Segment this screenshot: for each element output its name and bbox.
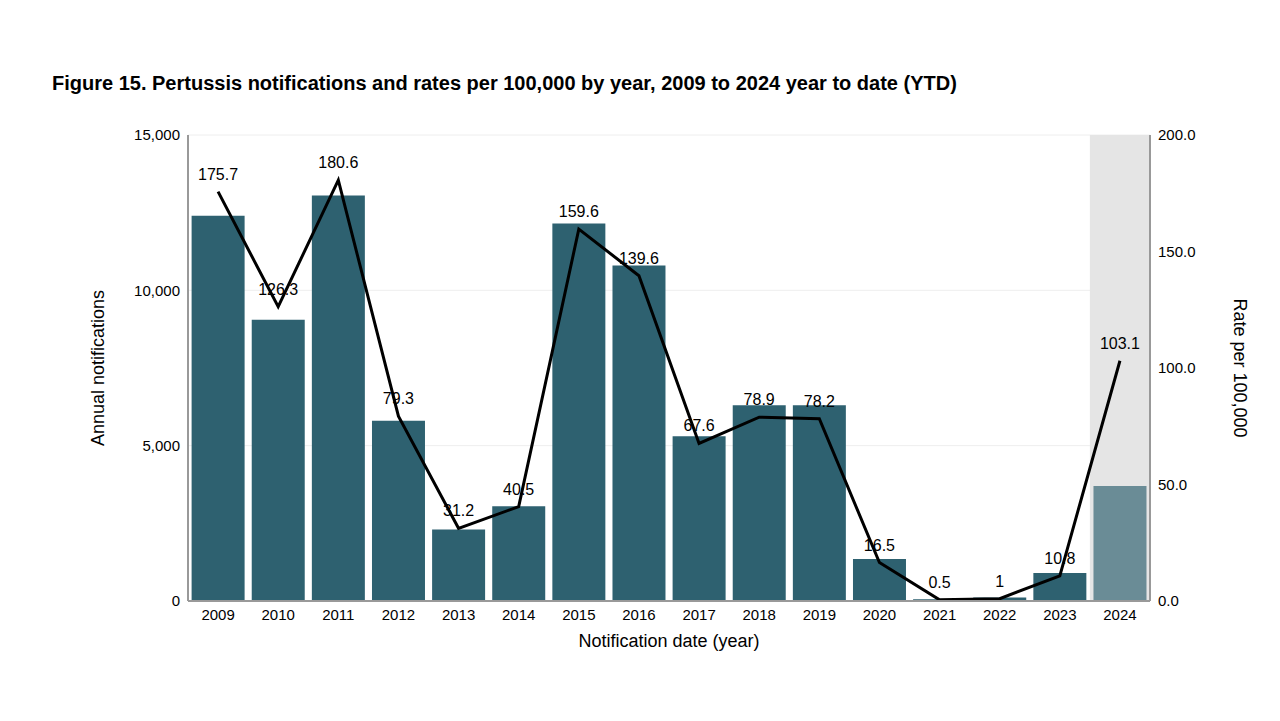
svg-text:10.8: 10.8 bbox=[1044, 550, 1075, 567]
svg-text:78.9: 78.9 bbox=[744, 391, 775, 408]
svg-text:0.0: 0.0 bbox=[1158, 592, 1179, 609]
svg-text:2020: 2020 bbox=[863, 606, 896, 623]
svg-text:2010: 2010 bbox=[262, 606, 295, 623]
svg-text:Annual notifications: Annual notifications bbox=[88, 290, 108, 446]
svg-text:5,000: 5,000 bbox=[142, 437, 180, 454]
svg-text:78.2: 78.2 bbox=[804, 393, 835, 410]
svg-text:50.0: 50.0 bbox=[1158, 476, 1187, 493]
svg-text:175.7: 175.7 bbox=[198, 166, 238, 183]
svg-text:2015: 2015 bbox=[562, 606, 595, 623]
svg-text:16.5: 16.5 bbox=[864, 537, 895, 554]
svg-text:2011: 2011 bbox=[322, 606, 354, 623]
svg-text:2018: 2018 bbox=[743, 606, 776, 623]
svg-text:Rate per 100,000: Rate per 100,000 bbox=[1230, 298, 1250, 437]
svg-text:126.3: 126.3 bbox=[258, 281, 298, 298]
svg-text:2019: 2019 bbox=[803, 606, 836, 623]
svg-text:1: 1 bbox=[995, 573, 1004, 590]
svg-text:2016: 2016 bbox=[622, 606, 655, 623]
svg-text:0.5: 0.5 bbox=[928, 574, 950, 591]
svg-text:2014: 2014 bbox=[502, 606, 535, 623]
svg-text:31.2: 31.2 bbox=[443, 502, 474, 519]
svg-text:2017: 2017 bbox=[682, 606, 715, 623]
svg-text:2024: 2024 bbox=[1103, 606, 1136, 623]
svg-text:2012: 2012 bbox=[382, 606, 415, 623]
svg-text:180.6: 180.6 bbox=[318, 154, 358, 171]
svg-text:15,000: 15,000 bbox=[134, 126, 180, 143]
svg-text:2013: 2013 bbox=[442, 606, 475, 623]
svg-text:159.6: 159.6 bbox=[559, 203, 599, 220]
svg-text:2009: 2009 bbox=[201, 606, 234, 623]
svg-text:Notification date (year): Notification date (year) bbox=[578, 631, 759, 651]
svg-text:139.6: 139.6 bbox=[619, 250, 659, 267]
svg-text:67.6: 67.6 bbox=[683, 417, 714, 434]
svg-text:10,000: 10,000 bbox=[134, 282, 180, 299]
svg-text:2023: 2023 bbox=[1043, 606, 1076, 623]
svg-text:103.1: 103.1 bbox=[1100, 335, 1140, 352]
svg-text:100.0: 100.0 bbox=[1158, 359, 1196, 376]
svg-text:200.0: 200.0 bbox=[1158, 126, 1196, 143]
svg-text:0: 0 bbox=[172, 592, 180, 609]
html-text:Figure 15. Pertussis notificat: Figure 15. Pertussis notifications and r… bbox=[52, 72, 957, 94]
svg-text:2021: 2021 bbox=[923, 606, 956, 623]
svg-text:150.0: 150.0 bbox=[1158, 243, 1196, 260]
svg-text:2022: 2022 bbox=[983, 606, 1016, 623]
svg-text:79.3: 79.3 bbox=[383, 390, 414, 407]
svg-text:40.5: 40.5 bbox=[503, 481, 534, 498]
